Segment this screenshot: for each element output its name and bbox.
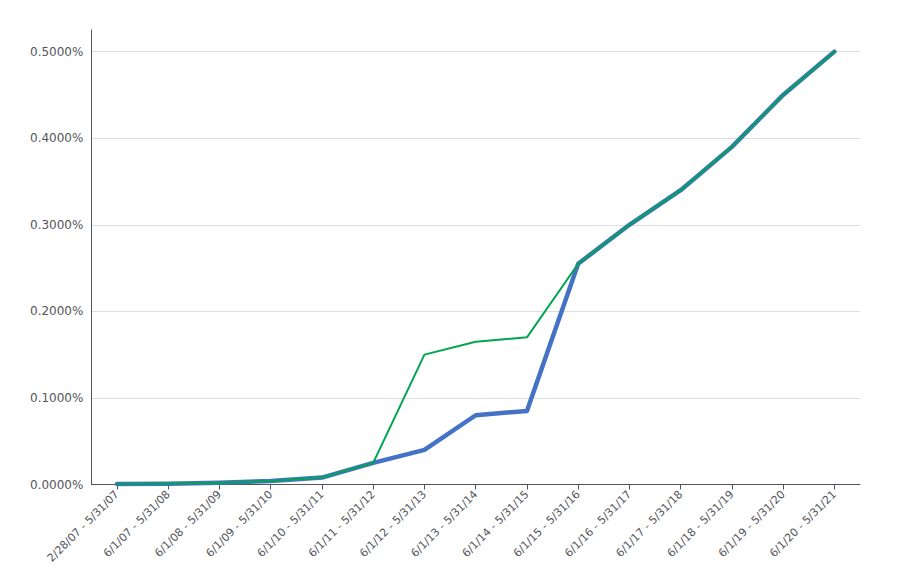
svg-text:6/1/16 - 5/31/17: 6/1/16 - 5/31/17 xyxy=(562,487,634,560)
svg-text:0.3000%: 0.3000% xyxy=(30,218,83,232)
svg-text:6/1/11 - 5/31/12: 6/1/11 - 5/31/12 xyxy=(305,487,378,560)
svg-text:6/1/07 - 5/31/08: 6/1/07 - 5/31/08 xyxy=(101,487,173,560)
svg-text:0.1000%: 0.1000% xyxy=(30,391,83,405)
svg-text:0.0000%: 0.0000% xyxy=(30,478,83,492)
svg-text:6/1/08 - 5/31/09: 6/1/08 - 5/31/09 xyxy=(152,487,225,560)
svg-text:6/1/09 - 5/31/10: 6/1/09 - 5/31/10 xyxy=(203,487,276,560)
svg-text:6/1/12 - 5/31/13: 6/1/12 - 5/31/13 xyxy=(357,487,430,560)
svg-text:0.2000%: 0.2000% xyxy=(30,304,83,318)
svg-text:0.5000%: 0.5000% xyxy=(30,45,83,59)
svg-text:6/1/18 - 5/31/19: 6/1/18 - 5/31/19 xyxy=(664,487,737,560)
svg-text:0.4000%: 0.4000% xyxy=(30,131,83,145)
svg-text:6/1/14 - 5/31/15: 6/1/14 - 5/31/15 xyxy=(459,487,532,560)
svg-text:6/1/13 - 5/31/14: 6/1/13 - 5/31/14 xyxy=(408,487,481,560)
svg-text:6/1/17 - 5/31/18: 6/1/17 - 5/31/18 xyxy=(613,487,686,560)
svg-text:6/1/15 - 5/31/16: 6/1/15 - 5/31/16 xyxy=(510,487,583,560)
svg-text:2/28/07 - 5/31/07: 2/28/07 - 5/31/07 xyxy=(44,487,122,565)
svg-text:6/1/19 - 5/31/20: 6/1/19 - 5/31/20 xyxy=(715,487,788,560)
svg-text:6/1/20 - 5/31/21: 6/1/20 - 5/31/21 xyxy=(767,488,839,560)
svg-text:6/1/10 - 5/31/11: 6/1/10 - 5/31/11 xyxy=(254,487,327,560)
